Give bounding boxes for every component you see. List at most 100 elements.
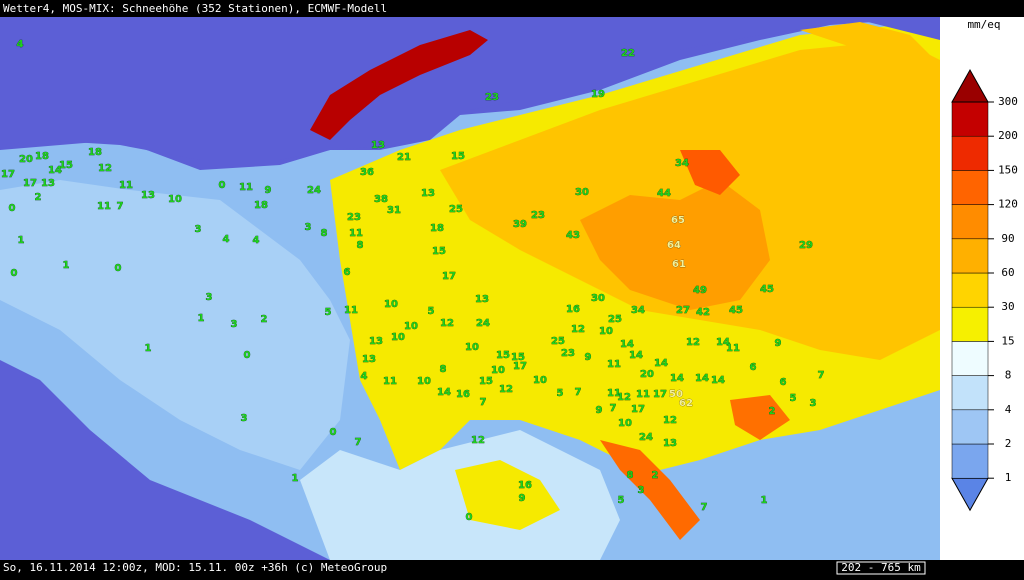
station-value: 14 xyxy=(437,387,451,398)
station-value: 24 xyxy=(307,185,321,196)
station-value: 4 xyxy=(361,371,368,382)
station-value: 9 xyxy=(775,338,782,349)
station-value: 13 xyxy=(371,140,385,151)
station-value: 44 xyxy=(657,188,671,199)
station-value: 7 xyxy=(701,502,708,513)
station-value: 1 xyxy=(145,343,152,354)
station-value: 14 xyxy=(620,339,634,350)
station-value: 2 xyxy=(35,192,42,203)
station-value: 20 xyxy=(640,369,654,380)
station-value: 25 xyxy=(608,314,622,325)
legend-label: 120 xyxy=(998,198,1018,211)
station-value: 12 xyxy=(686,337,700,348)
station-value: 10 xyxy=(491,365,505,376)
station-value: 23 xyxy=(485,92,499,103)
station-value: 9 xyxy=(585,352,592,363)
station-value: 12 xyxy=(571,324,585,335)
legend-arrow xyxy=(951,68,989,103)
station-value: 14 xyxy=(716,337,730,348)
station-value: 13 xyxy=(141,190,155,201)
station-value: 38 xyxy=(374,194,388,205)
station-value: 12 xyxy=(98,163,112,174)
station-value: 10 xyxy=(384,299,398,310)
station-value: 9 xyxy=(596,405,603,416)
station-value: 24 xyxy=(639,432,653,443)
station-value: 11 xyxy=(349,228,363,239)
scale-text: 202 - 765 km xyxy=(841,561,921,574)
station-value: 0 xyxy=(219,180,226,191)
station-value: 18 xyxy=(35,151,49,162)
station-value: 3 xyxy=(195,224,202,235)
station-value: 1 xyxy=(292,473,299,484)
station-value: 3 xyxy=(206,292,213,303)
station-value: 17 xyxy=(23,178,37,189)
station-value: 21 xyxy=(397,152,411,163)
station-value: 0 xyxy=(466,512,473,523)
station-value: 10 xyxy=(533,375,547,386)
station-value: 29 xyxy=(799,240,813,251)
legend-label: 150 xyxy=(998,163,1018,176)
station-value: 14 xyxy=(695,373,709,384)
station-value: 12 xyxy=(499,384,513,395)
station-value: 17 xyxy=(653,389,667,400)
station-value: 4 xyxy=(223,234,230,245)
legend-unit: mm/eq xyxy=(967,18,1000,31)
station-value: 6 xyxy=(344,267,351,278)
station-value: 14 xyxy=(629,350,643,361)
station-value: 62 xyxy=(679,398,693,409)
station-value: 30 xyxy=(575,187,589,198)
station-value: 3 xyxy=(810,398,817,409)
snow-deep xyxy=(580,180,770,310)
station-value: 22 xyxy=(621,48,635,59)
station-value: 7 xyxy=(480,397,487,408)
station-value: 7 xyxy=(117,201,124,212)
snow-mountain xyxy=(730,395,790,440)
station-value: 1 xyxy=(63,260,70,271)
station-value: 50 xyxy=(669,389,683,400)
station-value: 5 xyxy=(790,393,797,404)
station-value: 11 xyxy=(636,389,650,400)
station-value: 2 xyxy=(261,314,268,325)
novaya-zemlya xyxy=(310,30,488,140)
station-value: 1 xyxy=(18,235,25,246)
legend-band xyxy=(951,135,989,171)
station-value: 13 xyxy=(41,178,55,189)
station-value: 0 xyxy=(115,263,122,274)
header-title: Wetter4, MOS-MIX: Schneehöhe (352 Statio… xyxy=(3,2,387,15)
station-value: 43 xyxy=(566,230,580,241)
legend-band xyxy=(951,341,989,376)
station-value: 0 xyxy=(244,350,251,361)
station-value: 12 xyxy=(440,318,454,329)
station-value: 45 xyxy=(729,305,743,316)
station-value: 11 xyxy=(726,343,740,354)
station-value: 30 xyxy=(591,293,605,304)
footer-text: So, 16.11.2014 12:00z, MOD: 15.11. 00z +… xyxy=(3,561,387,574)
station-value: 11 xyxy=(119,180,133,191)
arctic-ocean xyxy=(0,20,940,160)
station-value: 13 xyxy=(663,438,677,449)
station-value: 12 xyxy=(663,415,677,426)
station-value: 1 xyxy=(761,495,768,506)
station-value: 20 xyxy=(19,154,33,165)
station-value: 5 xyxy=(325,307,332,318)
station-value: 5 xyxy=(428,306,435,317)
station-value: 15 xyxy=(59,160,73,171)
station-value: 7 xyxy=(355,437,362,448)
station-value: 3 xyxy=(638,485,645,496)
legend-label: 60 xyxy=(1001,266,1014,279)
station-value: 15 xyxy=(479,376,493,387)
legend-band xyxy=(951,306,989,342)
station-value: 14 xyxy=(654,358,668,369)
land-south xyxy=(300,430,620,560)
legend-label: 300 xyxy=(998,95,1018,108)
island xyxy=(800,22,935,65)
station-value: 15 xyxy=(511,352,525,363)
station-value: 2 xyxy=(769,406,776,417)
snow-peak xyxy=(680,150,740,195)
station-value: 11 xyxy=(607,388,621,399)
station-value: 13 xyxy=(421,188,435,199)
legend-label: 30 xyxy=(1001,300,1014,313)
station-value: 18 xyxy=(254,200,268,211)
